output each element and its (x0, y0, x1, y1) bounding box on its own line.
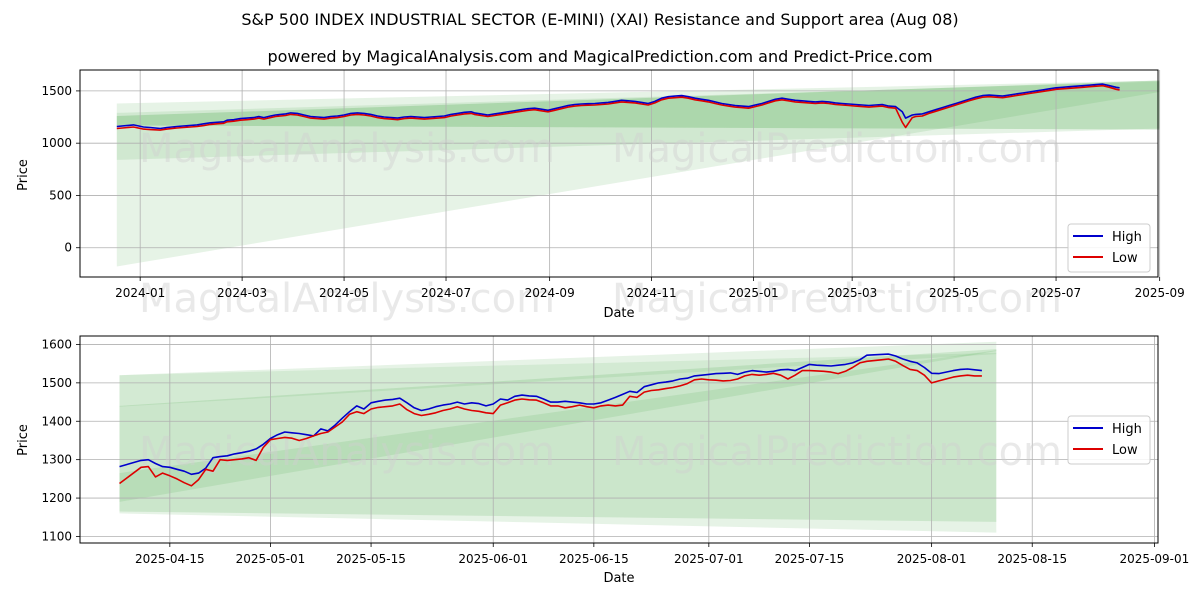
bottom-legend-high-label: High (1112, 422, 1142, 437)
bottom-x-axis-label: Date (603, 571, 634, 586)
chart-title: S&P 500 INDEX INDUSTRIAL SECTOR (E-MINI)… (241, 10, 958, 29)
watermark-prediction-top: MagicalPrediction.com (612, 126, 1062, 172)
bottom-y-tick-label: 1600 (41, 337, 72, 351)
bottom-x-tick-label: 2025-05-15 (336, 552, 406, 566)
top-x-tick-label: 2025-03 (827, 286, 877, 300)
bottom-grid (80, 336, 1158, 543)
top-y-tick-label: 0 (64, 241, 72, 255)
top-plot-frame (79, 69, 1159, 278)
bottom-legend: High Low (1067, 415, 1151, 465)
top-band-0 (116, 80, 1160, 267)
bottom-x-tick-label: 2025-08-01 (897, 552, 967, 566)
bottom-x-ticks: 2025-04-15 2025-05-01 2025-05-15 2025-06-01… (135, 543, 1189, 566)
watermark-prediction-mid: MagicalPrediction.com (612, 276, 1062, 322)
top-x-tick-label: 2024-11 (627, 286, 677, 300)
top-x-tick-label: 2024-03 (217, 286, 267, 300)
top-y-axis-label: Price (16, 159, 31, 191)
top-band-1 (116, 81, 1160, 160)
top-x-tick-label: 2024-09 (525, 286, 575, 300)
top-lines (116, 83, 1120, 131)
bottom-band-0 (119, 341, 997, 533)
top-y-tick-label: 500 (49, 188, 72, 202)
top-x-axis-label: Date (603, 306, 634, 321)
bottom-y-axis-label: Price (16, 424, 31, 456)
bottom-legend-low-label: Low (1112, 443, 1138, 458)
bottom-y-tick-label: 1200 (41, 491, 72, 505)
watermark-analysis-mid: MagicalAnalysis.com (139, 276, 555, 322)
bottom-series-low-line (119, 358, 982, 487)
top-x-tick-label: 2025-01 (728, 286, 778, 300)
bottom-series-high-line (119, 353, 982, 476)
bottom-plot-frame (79, 335, 1159, 544)
bottom-band-1 (119, 349, 997, 522)
bottom-band-2 (119, 350, 997, 502)
top-legend-low-label: Low (1112, 251, 1138, 266)
top-bands (116, 80, 1160, 267)
bottom-y-tick-label: 1500 (41, 376, 72, 390)
bottom-band-3 (119, 352, 997, 407)
watermark-analysis-top: MagicalAnalysis.com (139, 126, 555, 172)
watermark-prediction-bottom: MagicalPrediction.com (612, 429, 1062, 475)
bottom-y-tick-label: 1100 (41, 529, 72, 543)
bottom-x-tick-label: 2025-08-15 (997, 552, 1067, 566)
top-x-tick-label: 2024-07 (421, 286, 471, 300)
top-series-high-line (116, 83, 1120, 130)
top-y-ticks: 0 500 1000 1500 (41, 84, 80, 255)
top-series-low-line (116, 84, 1120, 131)
bottom-x-tick-label: 2025-06-01 (458, 552, 528, 566)
chart-subtitle: powered by MagicalAnalysis.com and Magic… (267, 47, 932, 66)
bottom-y-tick-label: 1300 (41, 453, 72, 467)
bottom-x-tick-label: 2025-06-15 (559, 552, 629, 566)
bottom-x-tick-label: 2025-05-01 (236, 552, 306, 566)
bottom-lines (119, 353, 982, 487)
top-legend-high-label: High (1112, 230, 1142, 245)
watermark-analysis-bottom: MagicalAnalysis.com (139, 429, 555, 475)
bottom-bands (119, 341, 997, 533)
top-x-tick-label: 2025-05 (929, 286, 979, 300)
bottom-x-tick-label: 2025-09-01 (1120, 552, 1190, 566)
top-y-tick-label: 1500 (41, 84, 72, 98)
top-x-tick-label: 2025-09 (1135, 286, 1185, 300)
top-x-tick-label: 2024-01 (115, 286, 165, 300)
top-x-ticks: 2024-01 2024-03 2024-05 2024-07 2024-09 2024-… (115, 277, 1185, 300)
bottom-x-tick-label: 2025-04-15 (135, 552, 205, 566)
bottom-y-tick-label: 1400 (41, 414, 72, 428)
bottom-x-tick-label: 2025-07-01 (674, 552, 744, 566)
top-grid (80, 70, 1161, 277)
top-legend: High Low (1067, 223, 1151, 273)
bottom-x-tick-label: 2025-07-15 (775, 552, 845, 566)
bottom-y-ticks: 1100 1200 1300 1400 1500 1600 (41, 337, 80, 543)
top-panel: MagicalAnalysis.com MagicalPrediction.co… (16, 69, 1185, 322)
top-y-tick-label: 1000 (41, 136, 72, 150)
bottom-panel: MagicalAnalysis.com MagicalPrediction.co… (16, 335, 1189, 586)
top-x-tick-label: 2025-07 (1031, 286, 1081, 300)
top-x-tick-label: 2024-05 (319, 286, 369, 300)
